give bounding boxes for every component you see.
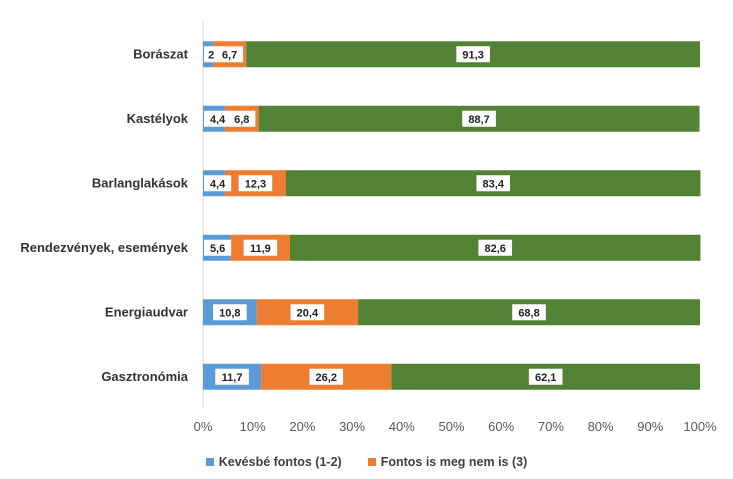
data-label: 6,8 [234, 114, 249, 126]
x-tick-label: 50% [438, 419, 464, 434]
category-label: Kastélyok [127, 111, 189, 126]
category-label: Rendezvények, események [20, 240, 188, 255]
legend: Kevésbé fontos (1-2) Fontos is meg nem i… [0, 455, 733, 469]
data-label-box [204, 175, 232, 192]
data-label-box [290, 304, 325, 321]
data-label-box [228, 110, 256, 127]
legend-label: Kevésbé fontos (1-2) [218, 455, 342, 469]
data-label-box [476, 175, 511, 192]
data-label-box [512, 304, 546, 321]
x-tick-label: 20% [289, 419, 315, 434]
tick-labels-group: 0% 10% 20% 30% 40% 50% 60% 70% 80% 90% 100% [194, 419, 717, 434]
data-label-box [238, 175, 273, 192]
data-labels-group: 2 6,7 91,3 4,4 6,8 88,7 4,4 12,3 83,4 5,6 11,9 82,6… [204, 46, 563, 385]
data-label: 91,3 [462, 49, 483, 61]
x-tick-label: 40% [389, 419, 415, 434]
x-tick-label: 100% [683, 419, 717, 434]
data-label: 12,3 [245, 178, 266, 190]
legend-swatch [367, 458, 376, 466]
category-label: Gasztronómia [101, 369, 188, 384]
data-label: 26,2 [316, 372, 337, 384]
legend-item-kevesbe-fontos: Kevésbé fontos (1-2) [205, 455, 342, 469]
data-label: 62,1 [535, 372, 556, 384]
legend-label: Fontos is meg nem is (3) [380, 455, 528, 469]
x-tick-label: 30% [339, 419, 365, 434]
data-label-box [215, 46, 244, 63]
x-tick-label: 60% [488, 419, 514, 434]
data-label-box [528, 368, 563, 385]
category-labels-group: Borászat Kastélyok Barlanglakások Rendezvén… [20, 46, 188, 384]
data-label: 88,7 [468, 114, 489, 126]
data-label-box [456, 46, 490, 63]
data-label-box [462, 110, 496, 127]
data-label: 11,9 [250, 243, 271, 255]
data-label: 6,7 [222, 49, 237, 61]
data-label-box [478, 239, 513, 256]
data-label: 5,6 [210, 243, 225, 255]
data-label-box [215, 368, 249, 385]
x-tick-label: 90% [637, 419, 663, 434]
data-label: 83,4 [483, 178, 505, 190]
data-label-box [204, 46, 219, 63]
data-label: 68,8 [518, 307, 539, 319]
data-label: 82,6 [485, 243, 506, 255]
x-tick-label: 80% [588, 419, 614, 434]
data-label: 4,4 [210, 114, 226, 126]
category-label: Barlanglakások [92, 175, 189, 190]
bars-group [203, 41, 701, 390]
legend-swatch [205, 458, 214, 466]
data-label-box [204, 110, 232, 127]
data-label-box [204, 239, 232, 256]
data-label: 2 [208, 49, 214, 61]
category-label: Energiaudvar [105, 304, 188, 319]
data-label: 20,4 [297, 307, 319, 319]
data-label-box [213, 304, 247, 321]
x-tick-label: 70% [538, 419, 564, 434]
data-label: 11,7 [222, 372, 243, 384]
x-tick-label: 10% [240, 419, 266, 434]
category-label: Borászat [133, 46, 189, 61]
data-label-box [243, 239, 278, 256]
data-label: 4,4 [210, 178, 226, 190]
data-label: 10,8 [219, 307, 240, 319]
data-label-box [309, 368, 344, 385]
x-tick-label: 0% [194, 419, 213, 434]
legend-item-fontos-is-meg-nem-is: Fontos is meg nem is (3) [367, 455, 528, 469]
